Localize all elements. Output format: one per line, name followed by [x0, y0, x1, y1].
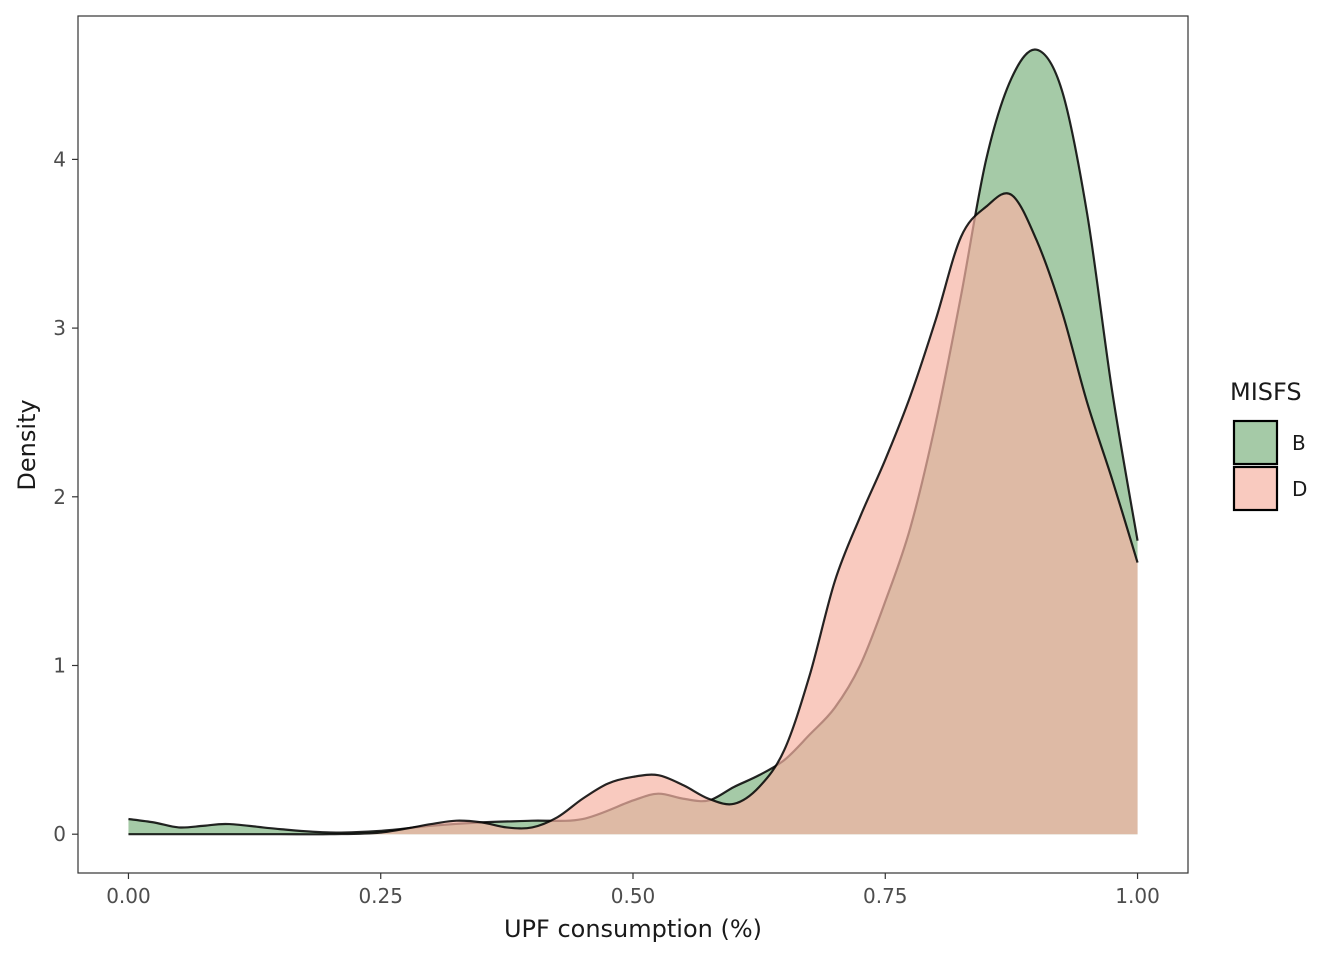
density-area-d [128, 193, 1138, 835]
x-tick-label: 0.75 [863, 884, 908, 908]
y-axis-title: Density [13, 399, 41, 490]
legend-title: MISFS [1230, 378, 1302, 406]
x-tick-label: 0.50 [611, 884, 656, 908]
x-axis: 0.00 0.25 0.50 0.75 1.00 [106, 873, 1160, 908]
x-tick-label: 1.00 [1115, 884, 1160, 908]
legend: MISFS BD [1230, 378, 1307, 512]
y-tick-label: 0 [53, 822, 66, 846]
legend-key-d [1232, 465, 1279, 512]
y-tick-label: 1 [53, 653, 66, 677]
legend-label-d: D [1292, 477, 1307, 501]
density-areas [128, 48, 1139, 836]
y-tick-label: 3 [53, 316, 66, 340]
y-tick-label: 4 [53, 147, 66, 171]
x-tick-label: 0.25 [358, 884, 403, 908]
legend-key-b [1232, 419, 1279, 466]
density-line-d [128, 192, 1139, 836]
x-axis-title: UPF consumption (%) [504, 915, 762, 943]
y-axis: 0 1 2 3 4 [53, 147, 78, 846]
legend-label-b: B [1292, 431, 1306, 455]
y-tick-label: 2 [53, 485, 66, 509]
x-tick-label: 0.00 [106, 884, 151, 908]
density-line-b [128, 48, 1139, 834]
